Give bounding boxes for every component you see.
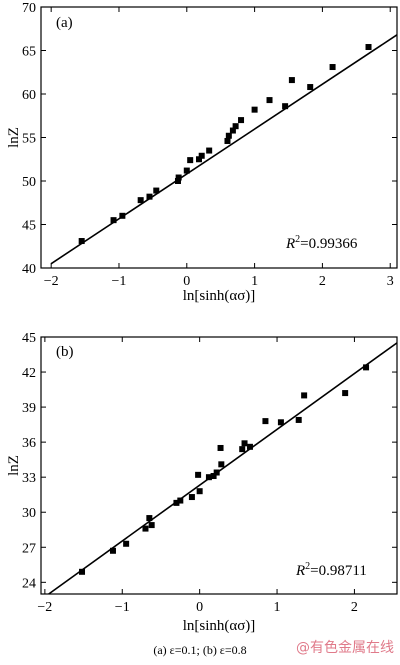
data-point xyxy=(146,515,153,522)
y-axis-label: lnZ xyxy=(6,127,22,148)
data-point xyxy=(146,193,153,200)
y-tick-label: 50 xyxy=(22,175,36,190)
data-point xyxy=(175,174,182,181)
data-point xyxy=(153,187,160,194)
data-point xyxy=(177,497,184,504)
data-point xyxy=(342,390,349,397)
y-tick-label: 42 xyxy=(22,366,36,381)
data-point xyxy=(295,416,302,423)
data-point xyxy=(266,97,273,104)
chart-panel-a: −2 −1 0 1 2 340455055606570(a)R2=0.99366ln[si… xyxy=(6,1,398,304)
r-squared-annotation: R2=0.99366 xyxy=(285,234,358,252)
data-point xyxy=(224,137,231,144)
y-tick-label: 36 xyxy=(22,436,36,451)
data-point xyxy=(301,392,308,399)
data-point xyxy=(239,446,246,453)
data-point xyxy=(195,471,202,478)
data-point xyxy=(198,152,205,159)
y-tick-label: 45 xyxy=(22,219,36,234)
watermark: @有色金属在线 xyxy=(296,640,394,656)
data-point xyxy=(218,461,225,468)
data-point xyxy=(148,522,155,529)
data-point xyxy=(119,212,126,219)
r2-symbol: R xyxy=(285,236,295,252)
x-tick-label: 2 xyxy=(351,600,358,615)
data-point xyxy=(288,77,295,84)
data-point xyxy=(183,167,190,174)
data-point xyxy=(365,44,372,51)
data-point xyxy=(307,84,314,91)
x-axis-label: ln[sinh(ασ)] xyxy=(183,288,256,304)
x-tick-label: −1 xyxy=(115,600,130,615)
data-point xyxy=(123,540,130,547)
data-point xyxy=(187,157,194,164)
r2-superscript: 2 xyxy=(295,234,300,245)
y-tick-label: 39 xyxy=(22,401,36,416)
r-squared-annotation: R2=0.98711 xyxy=(295,561,367,579)
data-point xyxy=(174,178,181,184)
data-point xyxy=(246,443,253,450)
data-point xyxy=(210,473,217,480)
data-point xyxy=(251,106,258,113)
x-tick-label: 0 xyxy=(196,600,203,615)
x-tick-label: −2 xyxy=(37,600,52,615)
fit-line xyxy=(48,342,398,595)
y-tick-label: 27 xyxy=(22,541,36,556)
data-point xyxy=(206,147,213,154)
panel-label: (a) xyxy=(56,15,73,31)
r2-value: =0.99366 xyxy=(300,236,358,252)
data-point xyxy=(225,132,232,139)
x-tick-label: −1 xyxy=(112,274,127,289)
data-point xyxy=(262,418,269,425)
data-point xyxy=(217,444,224,451)
data-point xyxy=(137,197,144,204)
plot-frame xyxy=(40,336,398,595)
data-point xyxy=(213,469,220,476)
data-point xyxy=(241,440,248,447)
data-point xyxy=(188,494,195,501)
y-axis-label: lnZ xyxy=(6,455,22,476)
data-point xyxy=(173,499,180,506)
y-tick-label: 65 xyxy=(22,45,36,60)
data-point xyxy=(363,364,370,371)
y-tick-label: 60 xyxy=(22,88,36,103)
data-point xyxy=(110,217,117,224)
figure-caption: (a) ε=0.1; (b) ε=0.8 xyxy=(153,643,247,657)
x-axis-label: ln[sinh(ασ)] xyxy=(183,618,256,634)
data-point xyxy=(277,419,284,426)
data-point xyxy=(142,525,149,532)
r2-value: =0.98711 xyxy=(310,563,367,579)
data-point xyxy=(78,238,85,245)
data-point xyxy=(196,488,203,495)
panel-label: (b) xyxy=(56,344,74,360)
y-tick-label: 40 xyxy=(22,262,36,277)
data-point xyxy=(329,64,336,71)
data-point xyxy=(205,474,212,481)
data-point xyxy=(229,127,236,134)
x-tick-label: 3 xyxy=(387,274,394,289)
x-tick-label: 0 xyxy=(183,274,190,289)
plot-frame xyxy=(40,6,398,269)
x-tick-label: 2 xyxy=(319,274,326,289)
y-tick-label: 70 xyxy=(22,1,36,16)
x-tick-label: 1 xyxy=(274,600,281,615)
x-tick-label: 1 xyxy=(251,274,258,289)
data-point xyxy=(109,547,116,554)
y-tick-label: 24 xyxy=(22,576,36,591)
data-point xyxy=(195,156,202,163)
y-tick-label: 33 xyxy=(22,471,36,486)
r2-symbol: R xyxy=(295,563,305,579)
y-tick-label: 45 xyxy=(22,331,36,346)
y-tick-label: 55 xyxy=(22,132,36,147)
data-point xyxy=(232,123,239,130)
data-point xyxy=(238,117,245,124)
data-point xyxy=(282,103,289,110)
x-tick-label: −2 xyxy=(44,274,59,289)
fit-line xyxy=(50,34,398,265)
y-tick-label: 30 xyxy=(22,506,36,521)
chart-panel-b: −2 −1 0 1 22427303336394245(b)R2=0.98711ln[s… xyxy=(6,331,398,634)
data-point xyxy=(79,568,86,575)
r2-superscript: 2 xyxy=(305,561,310,572)
